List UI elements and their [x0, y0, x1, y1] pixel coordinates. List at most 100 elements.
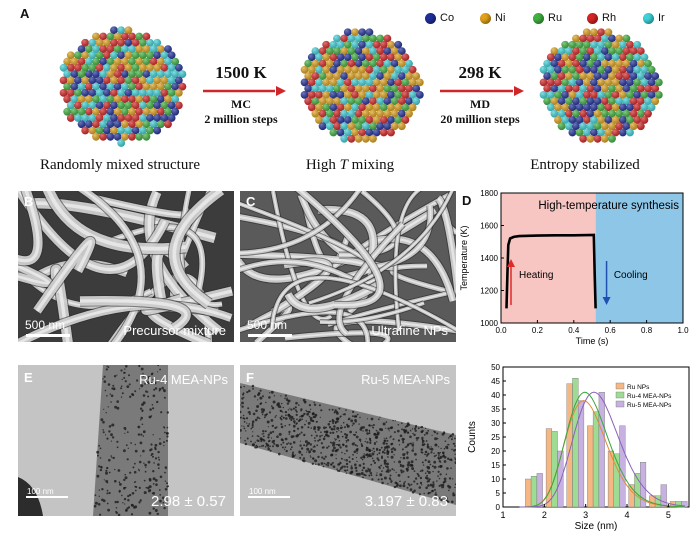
- x-axis-label: Size (nm): [575, 521, 618, 532]
- panel-d-label: D: [462, 193, 472, 208]
- tem-fiber-ru5: [240, 365, 456, 516]
- y-axis-label: Counts: [467, 421, 478, 453]
- x-tick-label: 0.2: [532, 326, 544, 335]
- legend-swatch: [615, 382, 625, 390]
- cluster-entropy-stabilized: [539, 28, 663, 143]
- bar: [536, 473, 543, 508]
- y-tick-label: 1800: [480, 189, 498, 198]
- nanofiber-network-precursor: [18, 191, 234, 342]
- y-tick-label: 5: [496, 489, 501, 498]
- legend-swatch: [615, 391, 625, 399]
- cluster-high-t-mixing: [300, 28, 424, 143]
- legend-ni: Ni: [495, 12, 506, 24]
- sem-image-ultrafine: C 500 nm Ultrafine NPs: [240, 191, 456, 342]
- bar: [577, 400, 585, 508]
- scale-bar-b-line: [26, 334, 70, 337]
- legend-rh: Rh: [602, 12, 617, 24]
- y-tick-label: 35: [491, 405, 500, 414]
- ru-atom-icon: [533, 12, 544, 24]
- temperature-series-line: [505, 233, 597, 309]
- x-tick-label: 1.0: [677, 326, 689, 335]
- y-tick-label: 10: [491, 475, 500, 484]
- step2-steps: 20 million steps: [440, 112, 520, 126]
- caption-entropy-stabilized: Entropy stabilized: [530, 157, 640, 173]
- legend-ir: Ir: [658, 12, 665, 24]
- caption-high-t-mixing: High T mixing: [305, 157, 395, 173]
- rh-atom-icon: [587, 12, 598, 24]
- x-tick-label: 0.4: [568, 326, 580, 335]
- y-tick-label: 30: [491, 419, 500, 428]
- arrow-step1-icon: [203, 86, 286, 96]
- cluster-random-mixed: [59, 26, 187, 147]
- temperature-time-chart: 0.0 0.2 0.4 0.6 0.8 1.0 1000 1200 1400 1600 1800 Ti…: [459, 189, 689, 346]
- nanofiber-network-ultrafine: [240, 191, 456, 342]
- chart-title: High-temperature synthesis: [538, 200, 679, 212]
- x-tick-label: 0.8: [641, 326, 653, 335]
- bar: [557, 450, 564, 508]
- y-axis-label: Temperature (K): [459, 225, 469, 290]
- cooling-annotation: Cooling: [614, 270, 648, 281]
- panel-e-title: Ru-4 MEA-NPs: [139, 372, 228, 387]
- scale-bar-e-line: [26, 496, 68, 498]
- step2-temperature: 298 K: [458, 63, 502, 82]
- y-tick-label: 45: [491, 377, 500, 386]
- y-tick-label: 1000: [480, 319, 498, 328]
- tem-image-ru5: F Ru-5 MEA-NPs 100 nm 3.197 ± 0.83: [240, 365, 456, 516]
- legend-label: Ru-5 MEA-NPs: [627, 402, 672, 409]
- step1-temperature: 1500 K: [215, 63, 267, 82]
- fit-curve: [519, 391, 685, 508]
- panel-a-label: A: [20, 6, 30, 21]
- panel-f-title: Ru-5 MEA-NPs: [361, 372, 450, 387]
- cooling-arrowhead-icon: [602, 297, 611, 305]
- x-tick-label: 2: [542, 510, 547, 520]
- x-tick-label: 4: [624, 510, 629, 520]
- y-tick-label: 20: [491, 447, 500, 456]
- x-tick-label: 0.6: [605, 326, 617, 335]
- bar: [639, 461, 647, 508]
- step1-steps: 2 million steps: [204, 112, 278, 126]
- legend-label: Ru-4 MEA-NPs: [627, 393, 672, 400]
- y-tick-label: 40: [491, 391, 500, 400]
- scale-bar-b-label: 500 nm: [25, 318, 66, 332]
- legend-label: Ru NPs: [627, 384, 650, 391]
- panel-e-label: E: [24, 370, 33, 385]
- x-tick-label: 1: [500, 510, 505, 520]
- y-tick-label: 25: [491, 433, 500, 442]
- legend-co: Co: [440, 12, 455, 24]
- atomic-clusters: [59, 26, 663, 147]
- co-atom-icon: [425, 12, 436, 24]
- y-tick-label: 15: [491, 461, 500, 470]
- panel-c-caption: Ultrafine NPs: [371, 323, 448, 338]
- scale-bar-c-line: [248, 334, 292, 337]
- x-axis-label: Time (s): [576, 336, 609, 346]
- tem-image-ru4: E Ru-4 MEA-NPs 100 nm 2.98 ± 0.57: [18, 365, 234, 516]
- panel-b-label: B: [24, 194, 34, 209]
- y-tick-label: 1200: [480, 287, 498, 296]
- panel-f-size-value: 3.197 ± 0.83: [364, 493, 448, 510]
- panel-b-caption: Precursor mixture: [123, 323, 226, 338]
- bar: [598, 392, 605, 508]
- region-cooling: [595, 193, 683, 323]
- x-tick-label: 3: [583, 510, 588, 520]
- y-tick-label: 1400: [480, 254, 498, 263]
- y-tick-label: 0: [496, 503, 501, 512]
- step2-method: MD: [470, 97, 490, 111]
- panel-e-size-value: 2.98 ± 0.57: [151, 493, 226, 510]
- ir-atom-icon: [643, 12, 654, 24]
- legend-swatch: [615, 400, 625, 408]
- panel-f-label: F: [246, 370, 254, 385]
- bar: [572, 378, 579, 508]
- bar: [530, 475, 537, 508]
- legend-ru: Ru: [548, 12, 563, 24]
- bar: [592, 411, 600, 508]
- region-heating: [501, 193, 596, 323]
- bar: [660, 484, 667, 508]
- arrow-step2-icon: [440, 86, 524, 96]
- caption-random-mixed: Randomly mixed structure: [40, 157, 200, 173]
- ni-atom-icon: [480, 12, 491, 24]
- y-tick-label: 1600: [480, 222, 498, 231]
- bar: [525, 478, 532, 508]
- bar: [587, 425, 594, 508]
- scale-bar-f-label: 100 nm: [249, 487, 276, 496]
